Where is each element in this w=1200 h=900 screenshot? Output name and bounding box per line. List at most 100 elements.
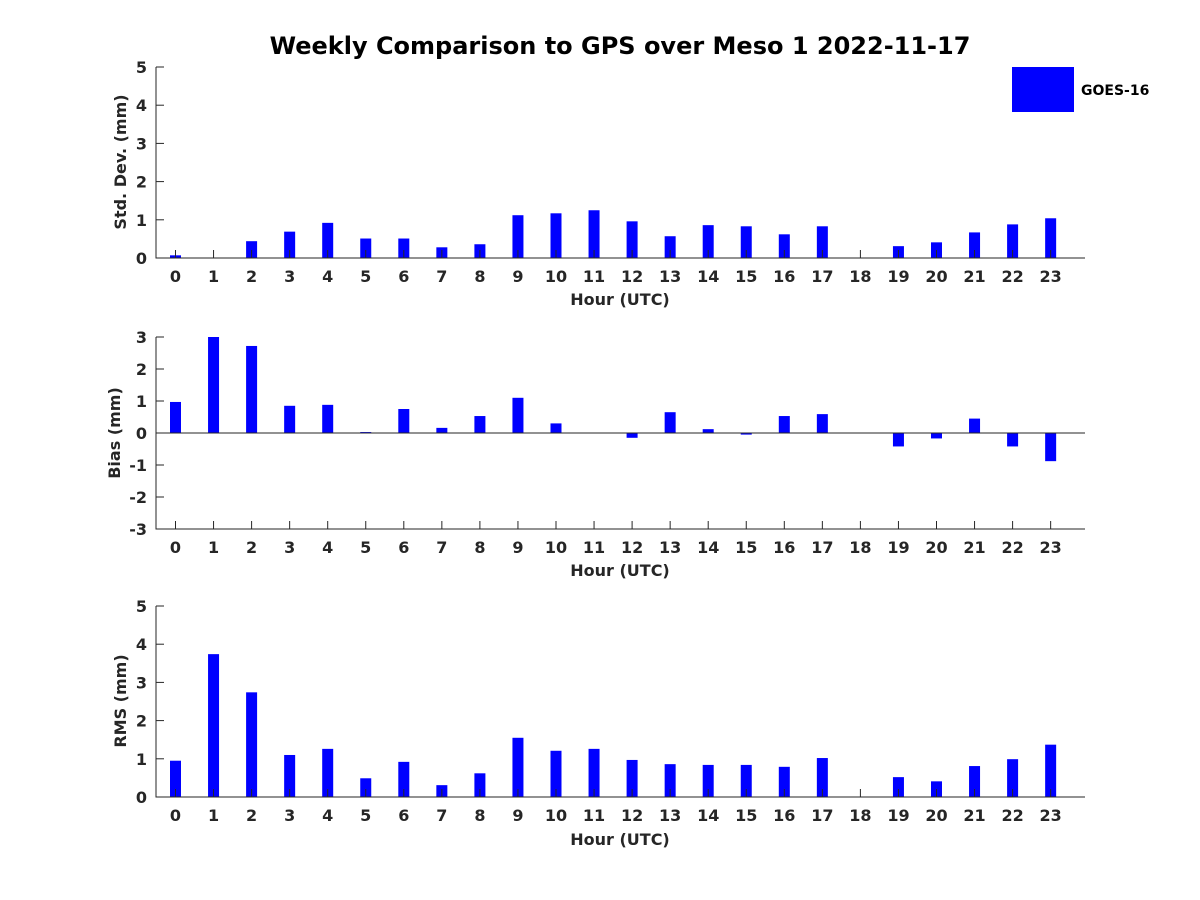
std-dev-bar-hour-13 (664, 236, 676, 258)
bias-x-tick-label: 14 (697, 538, 719, 557)
rms-bars (170, 654, 1057, 797)
std-dev-y-tick-label: 1 (136, 211, 147, 230)
rms-y-tick-label: 3 (136, 673, 147, 692)
bias-bar-hour-17 (816, 414, 828, 433)
legend-label: GOES-16 (1081, 83, 1149, 99)
bias-x-tick-label: 9 (512, 538, 523, 557)
bias-bar-hour-12 (626, 433, 638, 438)
std-dev-x-tick-label: 8 (474, 267, 485, 286)
std-dev-x-tick-label: 9 (512, 267, 523, 286)
std-dev-x-tick-label: 2 (246, 267, 257, 286)
std-dev-bar-hour-21 (969, 232, 981, 258)
std-dev-x-tick-label: 18 (849, 267, 871, 286)
bias-bar-hour-10 (550, 423, 562, 433)
bias-x-tick-label: 7 (436, 538, 447, 557)
rms-bar-hour-17 (816, 758, 828, 797)
std-dev-x-label: Hour (UTC) (570, 290, 670, 309)
std-dev-x-tick-label: 22 (1001, 267, 1023, 286)
std-dev-x-tick-label: 14 (697, 267, 719, 286)
bias-bars (170, 337, 1057, 462)
std-dev-x-tick-label: 16 (773, 267, 795, 286)
bias-y-tick-label: 1 (136, 392, 147, 411)
legend: GOES-16 (1012, 67, 1149, 112)
rms-x-tick-label: 4 (322, 806, 333, 825)
bias-bar-hour-16 (778, 416, 790, 433)
std-dev-x-tick-label: 1 (208, 267, 219, 286)
rms-bar-hour-8 (474, 773, 486, 797)
rms-y-label: RMS (mm) (111, 654, 130, 747)
bias-bar-hour-7 (436, 427, 448, 433)
bias-x-tick-label: 11 (583, 538, 605, 557)
std-dev-bar-hour-17 (816, 226, 828, 258)
std-dev-x-tick-label: 10 (545, 267, 567, 286)
bias-x-tick-label: 21 (963, 538, 985, 557)
std-dev-bar-hour-10 (550, 213, 562, 258)
std-dev-bars (170, 210, 1057, 258)
std-dev-bar-hour-12 (626, 221, 638, 258)
bias-bar-hour-23 (1045, 433, 1057, 462)
std-dev-x-tick-label: 15 (735, 267, 757, 286)
std-dev-bar-hour-2 (246, 241, 258, 258)
rms-x-tick-label: 23 (1040, 806, 1062, 825)
std-dev-bar-hour-9 (512, 215, 524, 258)
rms-x-tick-label: 8 (474, 806, 485, 825)
rms-x-tick-label: 18 (849, 806, 871, 825)
bias-x-tick-label: 12 (621, 538, 643, 557)
std-dev-x-tick-label: 6 (398, 267, 409, 286)
bias-bar-hour-13 (664, 412, 676, 433)
bias-x-tick-label: 20 (925, 538, 947, 557)
bias-bar-hour-2 (246, 345, 258, 433)
bias-bar-hour-20 (931, 433, 942, 439)
std-dev-x-tick-label: 23 (1040, 267, 1062, 286)
bias-x-tick-label: 3 (284, 538, 295, 557)
rms-bar-hour-0 (170, 760, 181, 797)
bias-bar-hour-9 (512, 397, 524, 433)
rms-x-tick-label: 9 (512, 806, 523, 825)
rms-bar-hour-1 (208, 654, 220, 797)
rms-x-tick-label: 20 (925, 806, 947, 825)
std-dev-bar-hour-4 (322, 222, 334, 258)
rms-bar-hour-2 (246, 692, 258, 797)
bias-x-tick-label: 0 (170, 538, 181, 557)
rms-y-tick-label: 2 (136, 712, 147, 731)
rms-x-tick-label: 1 (208, 806, 219, 825)
bias-bar-hour-15 (740, 433, 752, 435)
bias-x-tick-label: 13 (659, 538, 681, 557)
rms-bar-hour-23 (1045, 744, 1057, 797)
rms-x-tick-label: 2 (246, 806, 257, 825)
rms-x-tick-label: 22 (1001, 806, 1023, 825)
std-dev-bar-hour-5 (360, 238, 372, 258)
bias-x-tick-label: 1 (208, 538, 219, 557)
rms-bar-hour-11 (588, 748, 600, 797)
rms-bar-hour-6 (398, 761, 410, 797)
bias-x-tick-label: 5 (360, 538, 371, 557)
rms-y-ticks: 0 1 2 3 4 5 (136, 597, 164, 807)
bias-y-tick-label: 3 (136, 328, 147, 347)
rms-bar-hour-5 (360, 778, 372, 797)
bias-y-tick-label: 0 (136, 424, 147, 443)
legend-swatch (1012, 67, 1074, 112)
std-dev-bar-hour-11 (588, 210, 600, 258)
bias-x-tick-label: 18 (849, 538, 871, 557)
std-dev-x-tick-label: 7 (436, 267, 447, 286)
bias-bar-hour-14 (702, 429, 714, 433)
bias-bar-hour-21 (969, 418, 981, 433)
bias-x-tick-label: 8 (474, 538, 485, 557)
bias-bar-hour-8 (474, 416, 486, 433)
rms-y-tick-label: 1 (136, 750, 147, 769)
std-dev-bar-hour-23 (1045, 218, 1057, 258)
rms-x-label: Hour (UTC) (570, 830, 670, 849)
bias-bar-hour-19 (892, 433, 904, 447)
bias-x-tick-label: 2 (246, 538, 257, 557)
rms-x-ticks: 0 1 2 3 4 5 6 7 8 9 10 11 12 13 14 15 16 17 18 19 20 21 22 23 (170, 789, 1062, 825)
rms-x-tick-label: 5 (360, 806, 371, 825)
rms-y-tick-label: 0 (136, 788, 147, 807)
std-dev-bar-hour-22 (1007, 224, 1019, 258)
rms-bar-hour-3 (284, 754, 296, 797)
rms-bar-hour-12 (626, 759, 638, 797)
bias-bar-hour-3 (284, 405, 296, 433)
bias-bar-hour-1 (208, 337, 220, 433)
std-dev-x-tick-label: 20 (925, 267, 947, 286)
